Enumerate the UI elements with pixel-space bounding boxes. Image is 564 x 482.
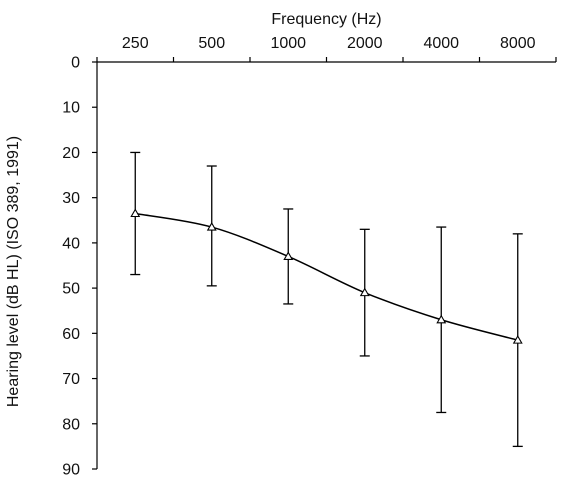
y-tick-label: 70 xyxy=(62,371,80,388)
data-point-marker xyxy=(512,335,523,344)
y-tick-label: 40 xyxy=(62,235,80,252)
x-tick-label: 8000 xyxy=(500,35,536,52)
data-point-marker xyxy=(283,251,294,261)
x-axis-title: Frequency (Hz) xyxy=(271,11,381,28)
plot-area xyxy=(130,151,523,448)
data-point-marker xyxy=(359,287,370,297)
y-axis-ticks: 0 10 20 30 40 50 60 70 80 90 xyxy=(62,55,97,479)
y-tick-label: 90 xyxy=(62,462,80,479)
data-point-marker xyxy=(436,314,447,324)
x-tick-label: 500 xyxy=(198,35,225,52)
series-line xyxy=(135,212,518,341)
data-point-marker xyxy=(206,221,217,231)
x-tick-label: 2000 xyxy=(347,35,383,52)
x-tick-label: 1000 xyxy=(270,35,306,52)
x-tick-label: 4000 xyxy=(423,35,459,52)
y-tick-label: 50 xyxy=(62,281,80,298)
axes xyxy=(96,61,556,469)
y-tick-label: 80 xyxy=(62,416,80,433)
x-tick-label: 250 xyxy=(122,35,149,52)
y-tick-label: 60 xyxy=(62,326,80,343)
y-tick-label: 30 xyxy=(62,190,80,207)
y-tick-label: 20 xyxy=(62,145,80,162)
x-axis-ticks: 250 500 1000 2000 4000 8000 xyxy=(96,35,557,62)
y-axis-title: Hearing level (dB HL) (ISO 389, 1991) xyxy=(5,136,22,407)
y-tick-label: 10 xyxy=(62,100,80,117)
y-tick-label: 0 xyxy=(71,55,80,72)
data-point-marker xyxy=(130,208,141,218)
